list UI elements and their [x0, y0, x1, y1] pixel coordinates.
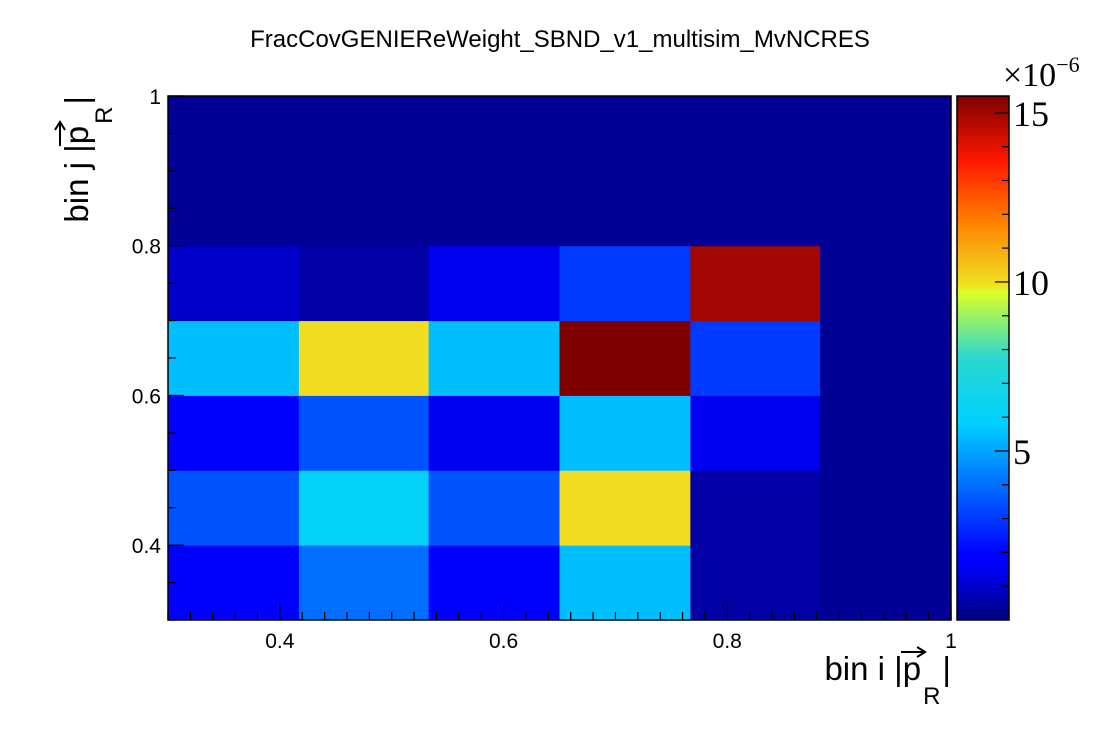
heatmap-cell — [559, 470, 691, 546]
axis-title-subscript: R — [91, 107, 118, 124]
heatmap-cell — [820, 320, 952, 396]
x-axis-title: bin i |pR| — [824, 646, 951, 710]
heatmap-cell — [298, 395, 430, 471]
heatmap-cell — [298, 96, 430, 247]
y-axis: 0.4 0.6 0.8 1 — [132, 86, 184, 621]
heatmap-cell — [690, 395, 821, 471]
heatmap-cells — [168, 96, 952, 621]
y-tick-label: 0.8 — [132, 236, 161, 259]
axis-title-subscript: R — [923, 683, 940, 710]
colorbar: 5 10 15 ×10−6 — [956, 52, 1080, 621]
heatmap-cell — [168, 470, 300, 546]
heatmap-cell — [559, 395, 691, 471]
colorbar-ticks: 5 10 15 — [995, 94, 1049, 587]
heatmap-cell — [298, 470, 430, 546]
x-tick-label: 0.8 — [713, 630, 742, 653]
axis-title-suffix: | — [58, 96, 95, 105]
x-tick-label: 1 — [945, 630, 957, 653]
colorbar-exponent: ×10−6 — [1003, 52, 1080, 94]
heatmap-cell — [559, 245, 691, 322]
heatmap-cell — [428, 96, 560, 247]
axis-title-main: bin j |p — [58, 126, 95, 223]
x-tick-label: 0.6 — [489, 630, 518, 653]
heatmap-cell — [298, 245, 430, 322]
vector-arrow-head-icon — [54, 120, 66, 131]
y-tick-label: 0.6 — [132, 385, 161, 408]
heatmap-cell — [168, 320, 300, 396]
y-tick-label: 0.4 — [132, 535, 162, 558]
chart-title: FracCovGENIEReWeight_SBND_v1_multisim_Mv… — [250, 26, 870, 53]
heatmap-cell — [820, 470, 952, 546]
heatmap-cell — [690, 320, 821, 396]
heatmap-cell — [428, 320, 560, 396]
heatmap-cell — [428, 395, 560, 471]
heatmap-cell — [298, 320, 430, 396]
colorbar-exponent-power: −6 — [1056, 52, 1079, 77]
vector-arrow-head-icon — [916, 646, 927, 658]
heatmap-cell — [168, 545, 300, 621]
heatmap-cell — [168, 395, 300, 471]
heatmap-cell — [559, 320, 691, 396]
heatmap-cell — [690, 96, 821, 247]
x-tick-label: 0.4 — [265, 630, 295, 653]
y-tick-label: 1 — [149, 86, 161, 109]
heatmap-cell — [559, 545, 691, 621]
heatmap-cell — [820, 245, 952, 322]
heatmap-cell — [690, 470, 821, 546]
heatmap-cell — [168, 96, 300, 247]
heatmap-cell — [820, 96, 952, 247]
heatmap-cell — [820, 545, 952, 621]
heatmap-cell — [559, 96, 691, 247]
colorbar-tick-label: 5 — [1013, 432, 1031, 472]
heatmap-cell — [690, 245, 821, 322]
heatmap-cell — [298, 545, 430, 621]
colorbar-tick-label: 15 — [1013, 94, 1049, 134]
colorbar-gradient — [957, 96, 1009, 620]
heatmap-cell — [428, 545, 560, 621]
heatmap-cell — [428, 470, 560, 546]
heatmap-cell — [690, 545, 821, 621]
colorbar-tick-label: 10 — [1013, 263, 1049, 303]
heatmap-cell — [428, 245, 560, 322]
axis-title-main: bin i |p — [824, 650, 921, 687]
heatmap-cell — [820, 395, 952, 471]
axis-title-suffix: | — [942, 650, 951, 687]
x-axis: 0.4 0.6 0.8 1 — [167, 604, 957, 653]
y-axis-title: bin j |p R | — [54, 96, 118, 223]
colorbar-frame — [956, 95, 1010, 621]
heatmap-cell — [168, 245, 300, 322]
